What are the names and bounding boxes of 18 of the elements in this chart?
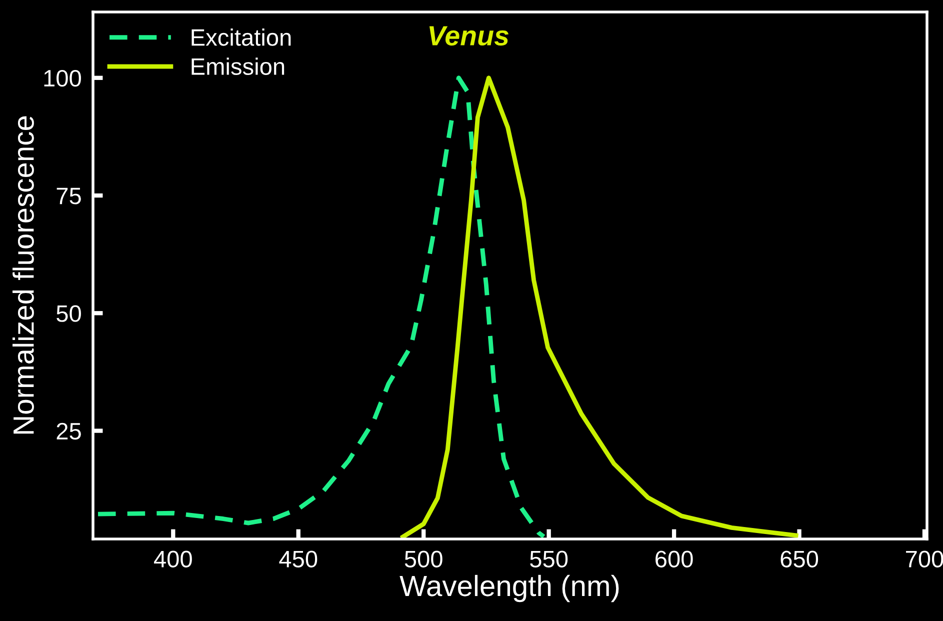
x-axis-title: Wavelength (nm) <box>400 574 619 602</box>
legend-label: Excitation <box>192 28 291 46</box>
y-tick-label: 75 <box>56 188 81 204</box>
x-tick-label: 500 <box>404 550 442 568</box>
x-tick-label: 600 <box>656 550 693 568</box>
line-series <box>96 76 546 539</box>
y-tick-label: 25 <box>56 422 81 440</box>
line-series <box>398 76 800 539</box>
y-tick-label: 50 <box>56 305 81 322</box>
legend-label: Emission <box>192 58 284 75</box>
x-tick-label: 650 <box>780 550 818 568</box>
x-tick-label: 450 <box>279 550 318 568</box>
y-axis-title: Normalized fluorescence <box>12 116 34 434</box>
annotation: Venus <box>429 26 509 46</box>
x-tick-label: 400 <box>154 550 192 568</box>
x-tick-label: 550 <box>530 550 568 568</box>
y-tick-label: 100 <box>44 70 81 87</box>
x-tick-label: 700 <box>906 550 943 568</box>
